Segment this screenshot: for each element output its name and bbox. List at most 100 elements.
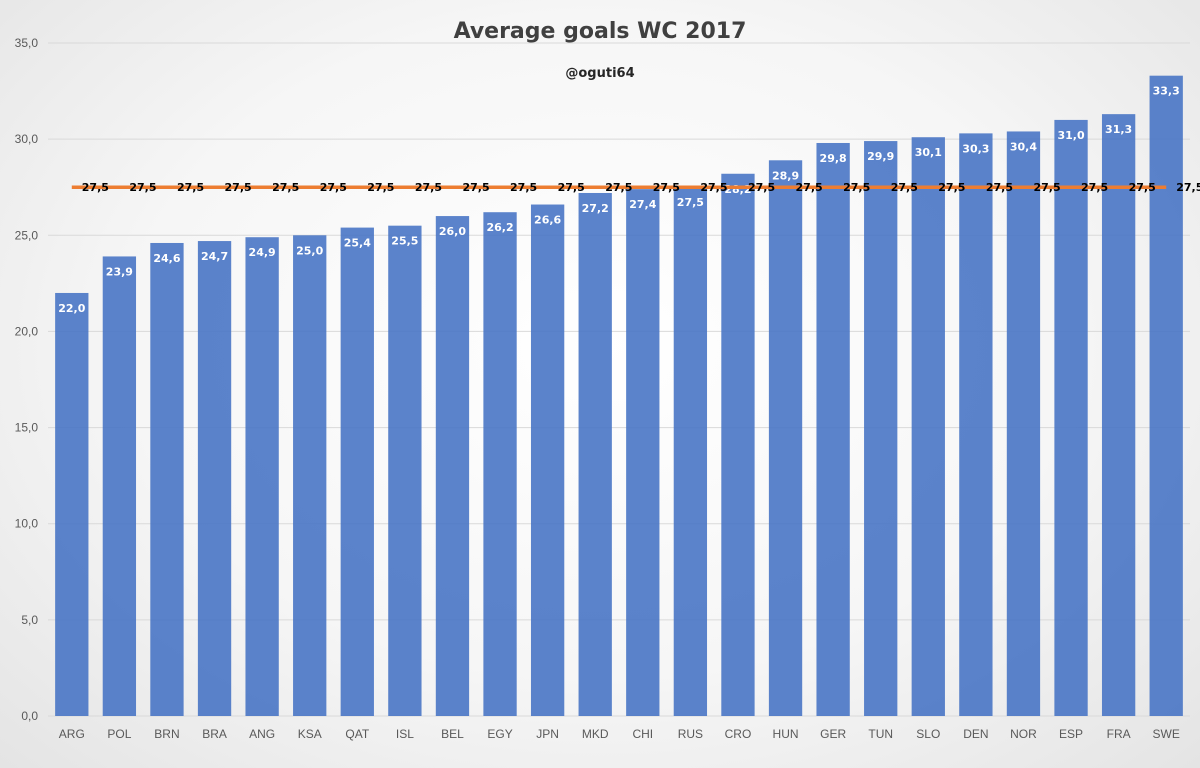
bar-nor <box>1006 131 1041 717</box>
average-data-label: 27,5 <box>415 181 442 194</box>
x-axis-ticks: ARG POL BRN BRA ANG KSA QAT ISL BEL EGY JPN MKD CHI R… <box>59 727 1180 741</box>
bar-esp <box>1054 119 1088 716</box>
y-tick-label: 0,0 <box>21 709 38 723</box>
bar-data-label: 24,7 <box>201 250 228 263</box>
bar-data-label: 31,3 <box>1105 123 1132 136</box>
bar-data-label: 26,2 <box>486 221 513 234</box>
bar-ang <box>245 237 279 717</box>
x-tick-label: EGY <box>487 727 512 741</box>
bar-tun <box>864 141 898 716</box>
bar-data-label: 24,6 <box>153 252 180 265</box>
bar-bra <box>197 241 232 716</box>
y-tick-label: 5,0 <box>21 613 38 627</box>
bar-chi <box>626 189 660 716</box>
bar-data-label: 27,4 <box>629 198 656 211</box>
x-tick-label: DEN <box>963 727 988 741</box>
bar-data-label: 25,4 <box>344 237 371 250</box>
bar-data-label: 30,4 <box>1010 140 1037 153</box>
average-data-label: 27,5 <box>82 181 109 194</box>
bar-data-label: 27,2 <box>582 202 609 215</box>
x-tick-label: GER <box>820 727 846 741</box>
bar-rus <box>673 187 708 716</box>
average-data-label: 27,5 <box>1033 181 1060 194</box>
average-data-label: 27,5 <box>272 181 299 194</box>
x-tick-label: MKD <box>582 727 609 741</box>
x-tick-label: KSA <box>298 727 322 741</box>
bars: 22,0 23,9 24,6 24,7 24,9 25,0 25,4 25,5 26,0 26,2… <box>55 75 1183 717</box>
average-data-label: 27,5 <box>462 181 489 194</box>
bar-mkd <box>578 192 612 717</box>
x-tick-label: NOR <box>1010 727 1037 741</box>
y-tick-label: 25,0 <box>15 228 39 242</box>
bar-brn <box>150 242 184 716</box>
average-data-label: 27,5 <box>320 181 347 194</box>
x-tick-label: SWE <box>1153 727 1180 741</box>
y-tick-label: 20,0 <box>15 324 39 338</box>
bar-data-label: 31,0 <box>1057 129 1084 142</box>
average-data-label: 27,5 <box>700 181 727 194</box>
average-data-label: 27,5 <box>225 181 252 194</box>
bar-data-label: 27,5 <box>677 196 704 209</box>
bar-swe <box>1149 75 1183 716</box>
x-tick-label: QAT <box>345 727 369 741</box>
y-tick-label: 15,0 <box>15 421 39 435</box>
bar-jpn <box>530 204 565 716</box>
x-tick-label: ARG <box>59 727 85 741</box>
bar-egy <box>483 212 517 716</box>
x-tick-label: BRA <box>202 727 227 741</box>
y-tick-label: 30,0 <box>15 132 39 146</box>
bar-bel <box>435 216 470 717</box>
average-data-label: 27,5 <box>938 181 965 194</box>
x-tick-label: SLO <box>916 727 940 741</box>
average-data-label: 27,5 <box>796 181 823 194</box>
y-tick-label: 10,0 <box>15 517 39 531</box>
x-tick-label: JPN <box>536 727 559 741</box>
bar-slo <box>911 137 945 717</box>
average-line: 27,5 27,5 27,5 27,5 27,5 27,5 27,5 27,5 27,5 27,5… <box>71 181 1200 194</box>
average-data-label: 27,5 <box>605 181 632 194</box>
bar-data-label: 22,0 <box>58 302 85 315</box>
x-tick-label: POL <box>107 727 131 741</box>
x-tick-label: FRA <box>1107 727 1131 741</box>
bar-data-label: 33,3 <box>1153 85 1180 98</box>
bar-data-label: 30,3 <box>962 142 989 155</box>
x-tick-label: BRN <box>154 727 179 741</box>
x-tick-label: ESP <box>1059 727 1083 741</box>
chart-subtitle: @oguti64 <box>565 66 634 81</box>
bar-den <box>959 133 993 717</box>
average-data-label: 27,5 <box>891 181 918 194</box>
bar-ger <box>816 142 850 716</box>
y-tick-label: 35,0 <box>15 36 39 50</box>
gridlines <box>48 42 1190 717</box>
bar-fra <box>1101 114 1136 717</box>
x-tick-label: CHI <box>632 727 653 741</box>
bar-hun <box>768 160 803 716</box>
bar-data-label: 29,8 <box>820 152 847 165</box>
chart-title: Average goals WC 2017 <box>454 19 747 44</box>
average-data-label: 27,5 <box>510 181 537 194</box>
bar-ksa <box>293 235 327 717</box>
bar-pol <box>102 256 137 716</box>
average-data-label: 27,5 <box>1081 181 1108 194</box>
average-data-label: 27,5 <box>129 181 156 194</box>
average-data-label: 27,5 <box>653 181 680 194</box>
x-tick-label: ISL <box>396 727 414 741</box>
bar-data-label: 24,9 <box>249 246 276 259</box>
x-tick-label: CRO <box>725 727 752 741</box>
average-data-label: 27,5 <box>986 181 1013 194</box>
x-tick-label: BEL <box>441 727 464 741</box>
average-data-label: 27,5 <box>1129 181 1156 194</box>
x-tick-label: RUS <box>678 727 703 741</box>
average-data-label: 27,5 <box>367 181 394 194</box>
average-data-label: 27,5 <box>558 181 585 194</box>
bar-qat <box>340 227 374 716</box>
average-data-label: 27,5 <box>748 181 775 194</box>
x-tick-label: ANG <box>249 727 275 741</box>
bar-data-label: 23,9 <box>106 265 133 278</box>
bar-isl <box>388 225 422 716</box>
bar-data-label: 30,1 <box>915 146 942 159</box>
bar-data-label: 25,5 <box>391 235 418 248</box>
bar-data-label: 29,9 <box>867 150 894 163</box>
